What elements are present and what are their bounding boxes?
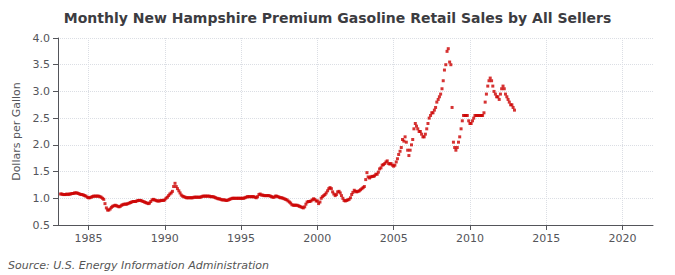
svg-text:3.5: 3.5 — [33, 58, 51, 71]
svg-text:2010: 2010 — [456, 232, 484, 245]
svg-text:2005: 2005 — [380, 232, 408, 245]
svg-text:1995: 1995 — [227, 232, 255, 245]
svg-text:1.0: 1.0 — [33, 192, 51, 205]
svg-text:0.5: 0.5 — [33, 219, 51, 232]
svg-text:4.0: 4.0 — [33, 32, 51, 45]
svg-text:1990: 1990 — [151, 232, 179, 245]
svg-text:Dollars per Gallon: Dollars per Gallon — [10, 82, 23, 181]
svg-text:Source: U.S. Energy Informatio: Source: U.S. Energy Information Administ… — [8, 259, 269, 272]
svg-text:2.5: 2.5 — [33, 112, 51, 125]
svg-text:2.0: 2.0 — [33, 138, 51, 151]
svg-text:1985: 1985 — [75, 232, 103, 245]
svg-text:2000: 2000 — [303, 232, 331, 245]
svg-text:2015: 2015 — [532, 232, 560, 245]
svg-text:2020: 2020 — [608, 232, 636, 245]
svg-text:Monthly New Hampshire Premium: Monthly New Hampshire Premium Gasoline R… — [64, 10, 612, 26]
svg-text:3.0: 3.0 — [33, 85, 51, 98]
svg-text:1.5: 1.5 — [33, 165, 51, 178]
